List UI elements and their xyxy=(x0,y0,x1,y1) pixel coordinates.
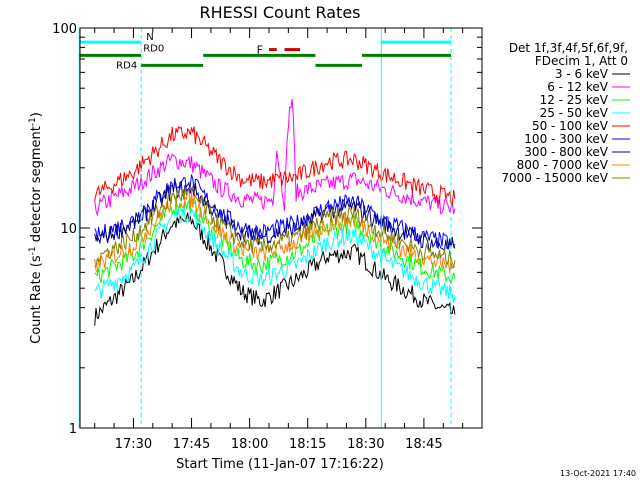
y-tick-label: 10 xyxy=(60,222,77,237)
legend-label-6: 300 - 800 keV xyxy=(524,145,608,159)
legend-label-7: 800 - 7000 keV xyxy=(517,158,609,172)
y-axis-label-sup1: -1 xyxy=(28,246,38,255)
x-tick-label: 17:45 xyxy=(173,437,210,452)
x-tick-label: 18:00 xyxy=(231,437,268,452)
rd4-label: RD4 xyxy=(116,60,137,71)
footer-date: 13-Oct-2021 17:40 xyxy=(560,469,636,478)
y-axis-label-end: ) xyxy=(29,112,44,117)
series-line-4 xyxy=(94,125,456,207)
series-line-8 xyxy=(94,185,456,269)
legend: Det 1f,3f,4f,5f,6f,9f, FDecim 1, Att 0 3… xyxy=(501,41,630,185)
plot-area xyxy=(94,99,456,326)
flare-label: F xyxy=(257,44,263,57)
series-line-2 xyxy=(94,198,456,285)
legend-label-8: 7000 - 15000 keV xyxy=(501,171,608,185)
legend-label-3: 25 - 50 keV xyxy=(540,106,609,120)
x-tick-label: 17:30 xyxy=(115,437,152,452)
y-axis-label: Count Rate (s-1 detector segment-1) xyxy=(28,112,44,344)
night-label: N xyxy=(146,32,153,43)
chart-title: RHESSI Count Rates xyxy=(200,3,361,22)
axes: 1 10 100 17:30 17:45 18:00 18:15 18:30 18:45 xyxy=(52,22,483,452)
legend-label-0: 3 - 6 keV xyxy=(555,67,609,81)
y-axis-label-sup2: -1 xyxy=(28,117,38,126)
series-line-5 xyxy=(94,174,456,250)
series-line-6 xyxy=(94,179,456,252)
rd0-label: RD0 xyxy=(143,43,164,54)
y-axis-label-mid: detector segment xyxy=(29,126,44,246)
y-tick-label: 100 xyxy=(52,22,77,37)
x-tick-label: 18:45 xyxy=(405,437,442,452)
legend-label-1: 6 - 12 keV xyxy=(547,80,609,94)
series-line-0 xyxy=(94,212,456,326)
y-tick-label: 1 xyxy=(69,422,77,437)
x-tick-label: 18:30 xyxy=(347,437,384,452)
legend-header-line1: Det 1f,3f,4f,5f,6f,9f, xyxy=(509,41,628,55)
legend-label-4: 50 - 100 keV xyxy=(532,119,609,133)
legend-label-2: 12 - 25 keV xyxy=(540,93,609,107)
legend-header-line2: FDecim 1, Att 0 xyxy=(535,54,628,68)
x-tick-label: 18:15 xyxy=(289,437,326,452)
x-axis-label: Start Time (11-Jan-07 17:16:22) xyxy=(176,457,384,472)
legend-label-5: 100 - 300 keV xyxy=(524,132,608,146)
series-line-3 xyxy=(94,204,456,304)
y-axis-label-start: Count Rate (s xyxy=(29,255,44,344)
